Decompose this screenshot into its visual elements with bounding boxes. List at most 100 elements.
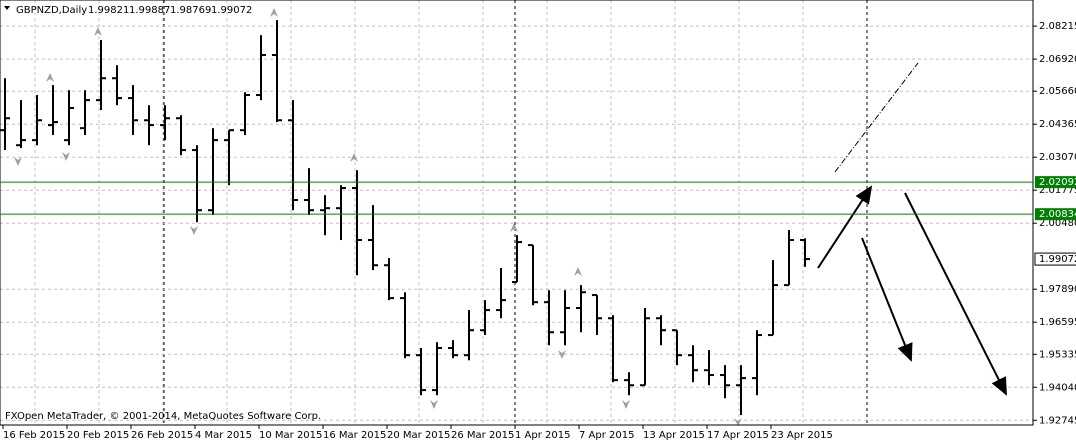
ohlc-bar (240, 92, 250, 136)
level-label: 2.00834 (1039, 209, 1076, 220)
ohlc-bar (336, 185, 346, 241)
ohlc-bar (512, 235, 522, 284)
fractal-down (622, 400, 630, 409)
ohlc-bar (736, 365, 746, 416)
fractal-down (14, 157, 22, 166)
ohlc-bar (624, 372, 634, 396)
plot-frame (0, 0, 1034, 426)
fractal-down (190, 226, 198, 235)
ohlc-bar (464, 310, 474, 361)
trend-line (834, 62, 919, 173)
y-tick-label: 1.95335 (1039, 349, 1076, 360)
ohlc-bar (160, 105, 170, 141)
ohlc-bar (288, 100, 298, 211)
ohlc-bar (640, 308, 650, 387)
fractal-down (430, 400, 438, 409)
ohlc-bar (656, 315, 666, 346)
x-tick-label: 10 Mar 2015 (259, 430, 322, 441)
ohlc-bar (768, 260, 778, 337)
ohlc-bar (64, 90, 74, 146)
y-tick-label: 2.03070 (1039, 152, 1076, 163)
arrow (817, 185, 873, 269)
x-tick-label: 26 Mar 2015 (451, 430, 514, 441)
x-tick-label: 20 Feb 2015 (67, 430, 129, 441)
x-tick-label: 16 Mar 2015 (323, 430, 386, 441)
header-low: 1.98769 (170, 5, 211, 16)
ohlc-bar (80, 90, 90, 136)
symbol-title: GBPNZD,Daily (16, 5, 87, 16)
x-tick-label: 23 Apr 2015 (771, 430, 833, 441)
ohlc-bar (384, 258, 394, 301)
ohlc-bar (704, 350, 714, 386)
ohlc-bar (48, 85, 58, 136)
fractal-down (734, 418, 742, 426)
fractal-up (510, 223, 518, 232)
x-tick-label: 7 Apr 2015 (579, 430, 634, 441)
y-tick-label: 2.05660 (1039, 86, 1076, 97)
ohlc-bar (256, 35, 266, 101)
ohlc-bar (128, 85, 138, 136)
ohlc-bar (528, 244, 538, 306)
ohlc-bar (192, 145, 202, 223)
x-tick-label: 4 Mar 2015 (195, 430, 252, 441)
header: GBPNZD,Daily 1.99821 1.99887 1.98769 1.9… (4, 5, 252, 16)
ohlc-bar (592, 294, 602, 336)
ohlc-bar (576, 285, 586, 333)
copyright: FXOpen MetaTrader, © 2001-2014, MetaQuot… (5, 411, 321, 422)
ohlc-bar (496, 268, 506, 319)
ohlc-bar (96, 40, 106, 111)
arrow (904, 192, 1007, 396)
ohlc-bar (224, 129, 234, 186)
ohlc-bar (416, 348, 426, 396)
fractal-up (270, 8, 278, 17)
x-tick-label: 26 Feb 2015 (131, 430, 193, 441)
ohlc-bar (16, 100, 26, 149)
ohlc-bar (208, 128, 218, 216)
price-label-box (1034, 252, 1076, 266)
ohlc-bar (176, 115, 186, 156)
x-tick-label: 20 Mar 2015 (387, 430, 450, 441)
ohlc-bar (608, 315, 618, 383)
ohlc-bar (144, 105, 154, 146)
y-tick-label: 2.06920 (1039, 54, 1076, 65)
fractal-up (46, 73, 54, 82)
ohlc-bar (400, 292, 410, 359)
ohlc-bar (352, 170, 362, 276)
ohlc-bar (720, 365, 730, 399)
ohlc-bar (368, 205, 378, 271)
ohlc-bar (320, 195, 330, 236)
fractal-up (350, 153, 358, 162)
x-tick-label: 1 Apr 2015 (515, 430, 570, 441)
ohlc-bar (672, 329, 682, 366)
y-tick-label: 2.01775 (1039, 185, 1076, 196)
y-tick-label: 1.96595 (1039, 317, 1076, 328)
fractal-down (558, 350, 566, 359)
ohlc-bar (112, 65, 122, 106)
x-tick-label: 17 Apr 2015 (707, 430, 769, 441)
level-label-box (1035, 176, 1076, 189)
y-tick-label: 1.94040 (1039, 382, 1076, 393)
ohlc-bar (0, 78, 10, 151)
y-tick-label: 2.08215 (1039, 21, 1076, 32)
x-tick-label: 13 Apr 2015 (643, 430, 705, 441)
header-high: 1.99887 (129, 5, 170, 16)
x-tick-label: 16 Feb 2015 (3, 430, 65, 441)
ohlc-bar (544, 290, 554, 346)
plot (0, 0, 1033, 425)
fractal-up (94, 27, 102, 36)
ohlc-bar (272, 20, 282, 123)
ohlc-bar (432, 342, 442, 396)
y-tick-label: 1.92745 (1039, 415, 1076, 426)
level-label-box (1035, 208, 1076, 221)
ohlc-bar (304, 168, 314, 216)
header-close: 1.99072 (211, 5, 252, 16)
y-tick-label: 1.97890 (1039, 284, 1076, 295)
ohlc-bar (784, 230, 794, 287)
price-label: 1.99072 (1039, 254, 1076, 265)
arrow (861, 237, 913, 362)
fractal-up (574, 267, 582, 276)
fractal-down (62, 152, 70, 161)
